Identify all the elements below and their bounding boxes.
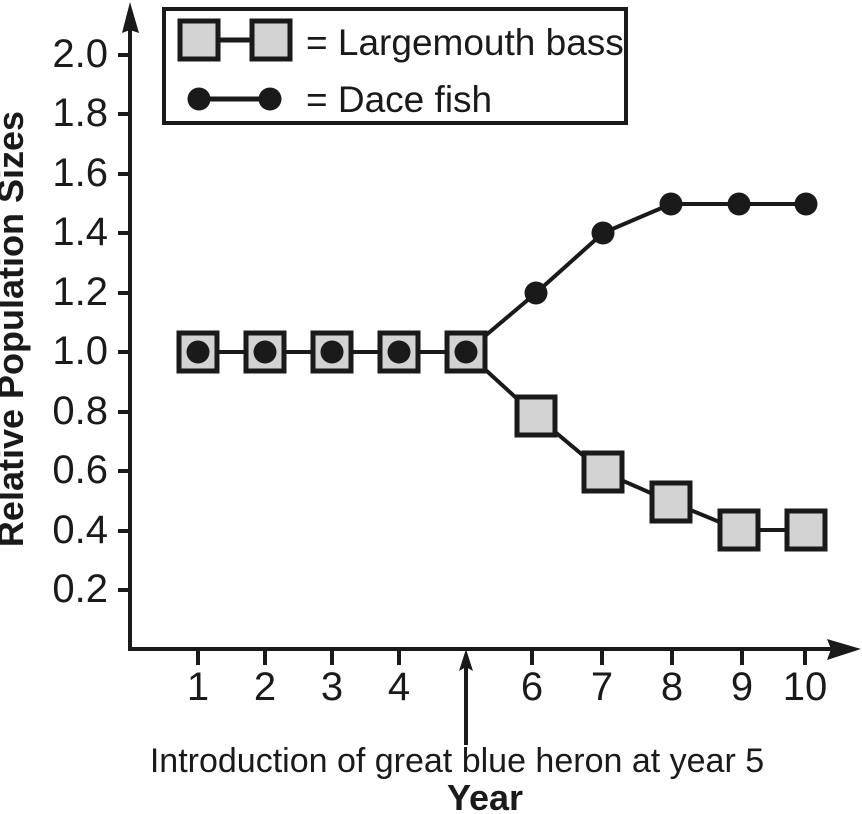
svg-text:Introduction of great blue her: Introduction of great blue heron at year… <box>150 742 764 780</box>
svg-text:1.4: 1.4 <box>52 210 108 254</box>
svg-text:9: 9 <box>731 665 753 709</box>
svg-text:8: 8 <box>661 665 683 709</box>
svg-text:1.0: 1.0 <box>52 329 108 373</box>
svg-text:3: 3 <box>321 665 343 709</box>
svg-text:Relative Population Sizes: Relative Population Sizes <box>0 111 31 547</box>
svg-text:Year: Year <box>447 777 523 814</box>
svg-text:1: 1 <box>187 665 209 709</box>
svg-text:2: 2 <box>254 665 276 709</box>
svg-text:1.6: 1.6 <box>52 151 108 195</box>
svg-text:= Dace fish: = Dace fish <box>306 79 492 120</box>
svg-text:0.4: 0.4 <box>52 508 108 552</box>
svg-text:2.0: 2.0 <box>52 32 108 76</box>
svg-text:0.8: 0.8 <box>52 389 108 433</box>
svg-text:0.2: 0.2 <box>52 567 108 611</box>
svg-text:10: 10 <box>783 665 828 709</box>
svg-text:6: 6 <box>521 665 543 709</box>
svg-text:1.8: 1.8 <box>52 91 108 135</box>
svg-text:1.2: 1.2 <box>52 270 108 314</box>
svg-text:4: 4 <box>388 665 410 709</box>
svg-text:= Largemouth bass: = Largemouth bass <box>306 22 624 63</box>
svg-text:0.6: 0.6 <box>52 448 108 492</box>
svg-text:7: 7 <box>591 665 613 709</box>
